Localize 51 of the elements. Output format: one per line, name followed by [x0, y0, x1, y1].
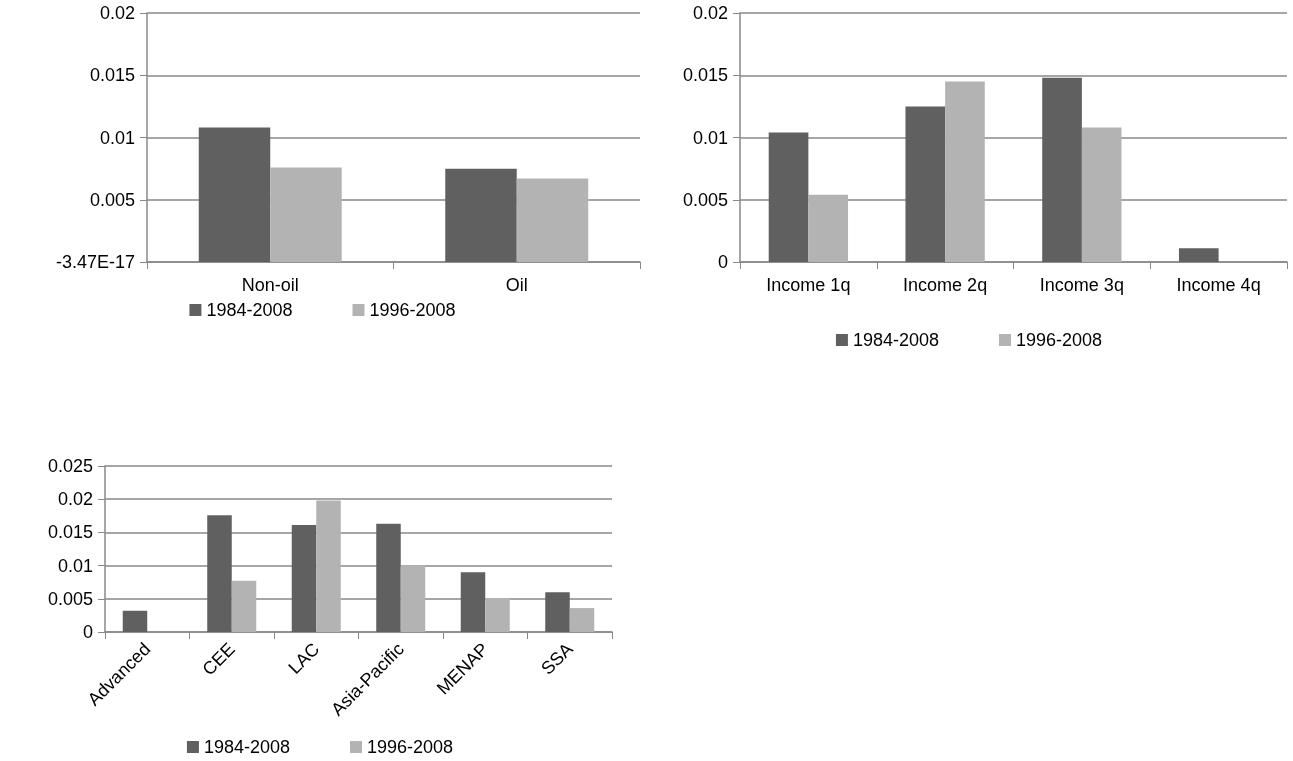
bar: [545, 592, 570, 632]
x-tick-label: Income 4q: [1176, 275, 1261, 295]
x-tick-label: Income 3q: [1039, 275, 1124, 295]
x-tick-label: Non-oil: [241, 275, 299, 295]
y-tick-label: 0.02: [57, 489, 93, 510]
y-tick-label: 0.01: [57, 555, 93, 576]
bar: [122, 610, 148, 632]
y-tick-label: 0.005: [89, 189, 135, 210]
bar: [231, 580, 257, 632]
bar: [207, 515, 232, 632]
bar: [1178, 248, 1219, 262]
x-tick-label: Income 1q: [766, 275, 851, 295]
bar: [569, 608, 595, 632]
bar: [808, 194, 849, 262]
bar: [400, 565, 426, 632]
y-tick-label: 0.02: [99, 3, 135, 23]
legend-label: 1996-2008: [369, 300, 456, 320]
y-tick-label: 0.015: [47, 522, 93, 543]
x-tick-label: Income 2q: [903, 275, 988, 295]
bar: [945, 81, 985, 262]
y-tick-label: 0.015: [89, 65, 135, 86]
bar: [198, 127, 271, 262]
legend-label: 1996-2008: [1016, 330, 1103, 350]
y-tick-label: 0.005: [682, 189, 728, 210]
bar: [460, 572, 486, 632]
legend-label: 1984-2008: [206, 300, 293, 320]
bar: [905, 106, 946, 262]
bar: [1081, 127, 1122, 262]
bar: [445, 168, 517, 262]
bar: [316, 500, 341, 632]
bar: [270, 167, 342, 262]
y-tick-label: 0.01: [99, 127, 135, 148]
y-tick-label: 0.005: [47, 588, 93, 609]
legend-label: 1996-2008: [367, 737, 454, 757]
legend-label: 1984-2008: [203, 737, 291, 757]
legend-label: 1984-2008: [852, 330, 940, 350]
bar: [291, 525, 317, 632]
bar: [516, 178, 589, 262]
y-tick-label: 0: [82, 622, 93, 642]
bar: [1042, 77, 1082, 262]
y-tick-label: 0.01: [692, 127, 728, 148]
y-tick-label: -3.47E-17: [55, 252, 135, 272]
y-tick-label: 0.025: [47, 456, 93, 476]
x-tick-label: Oil: [505, 275, 528, 295]
y-tick-label: 0.015: [682, 65, 728, 86]
y-tick-label: 0.02: [692, 3, 728, 23]
bar: [485, 598, 510, 632]
bar: [376, 523, 401, 632]
bar: [768, 132, 809, 262]
x-tick-label: SSA: [537, 638, 577, 679]
y-tick-label: 0: [717, 252, 728, 272]
